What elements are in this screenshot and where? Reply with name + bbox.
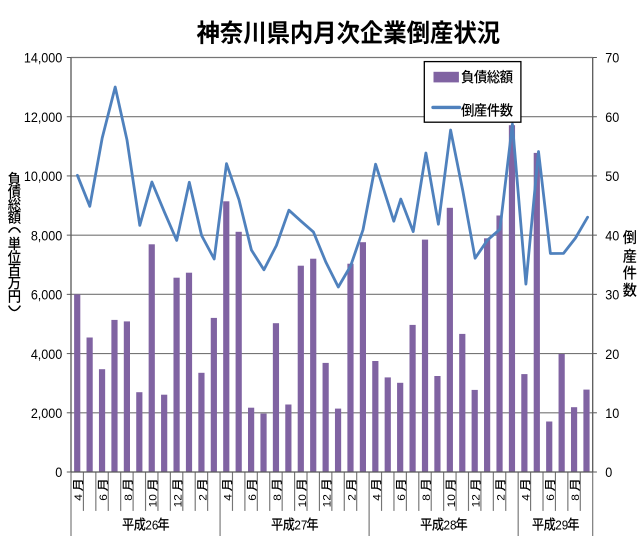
svg-text:8: 8 — [123, 494, 135, 501]
svg-text:2: 2 — [198, 494, 210, 501]
svg-text:8: 8 — [570, 494, 582, 501]
svg-text:10: 10 — [446, 494, 458, 507]
svg-text:8,000: 8,000 — [31, 228, 62, 244]
svg-text:20: 20 — [605, 346, 619, 362]
svg-text:2: 2 — [347, 494, 359, 501]
svg-text:14,000: 14,000 — [24, 50, 62, 66]
svg-text:4: 4 — [223, 494, 235, 501]
svg-text:12,000: 12,000 — [24, 109, 62, 125]
svg-text:12: 12 — [322, 494, 334, 507]
svg-text:12: 12 — [173, 494, 185, 507]
svg-text:26: 26 — [145, 518, 158, 533]
svg-text:0: 0 — [605, 465, 612, 481]
svg-text:8: 8 — [421, 494, 433, 501]
svg-text:6: 6 — [396, 494, 408, 501]
svg-text:8: 8 — [272, 494, 284, 501]
svg-text:2,000: 2,000 — [31, 405, 62, 421]
svg-text:4: 4 — [73, 494, 85, 501]
svg-text:0: 0 — [55, 465, 62, 481]
svg-text:6: 6 — [98, 494, 110, 501]
svg-text:4,000: 4,000 — [31, 346, 62, 362]
svg-text:10: 10 — [148, 494, 160, 507]
svg-text:60: 60 — [605, 109, 619, 125]
svg-text:28: 28 — [444, 518, 457, 533]
svg-text:6: 6 — [545, 494, 557, 501]
svg-text:6: 6 — [247, 494, 259, 501]
svg-text:70: 70 — [605, 50, 619, 66]
svg-text:6,000: 6,000 — [31, 287, 62, 303]
svg-text:10: 10 — [605, 405, 619, 421]
svg-text:40: 40 — [605, 228, 619, 244]
svg-text:29: 29 — [555, 518, 568, 533]
svg-text:12: 12 — [471, 494, 483, 507]
svg-text:50: 50 — [605, 168, 619, 184]
svg-text:27: 27 — [294, 518, 307, 533]
svg-text:2: 2 — [496, 494, 508, 501]
svg-text:30: 30 — [605, 287, 619, 303]
svg-text:10: 10 — [297, 494, 309, 507]
svg-text:10,000: 10,000 — [24, 168, 62, 184]
svg-text:4: 4 — [521, 494, 533, 501]
svg-text:4: 4 — [372, 494, 384, 501]
